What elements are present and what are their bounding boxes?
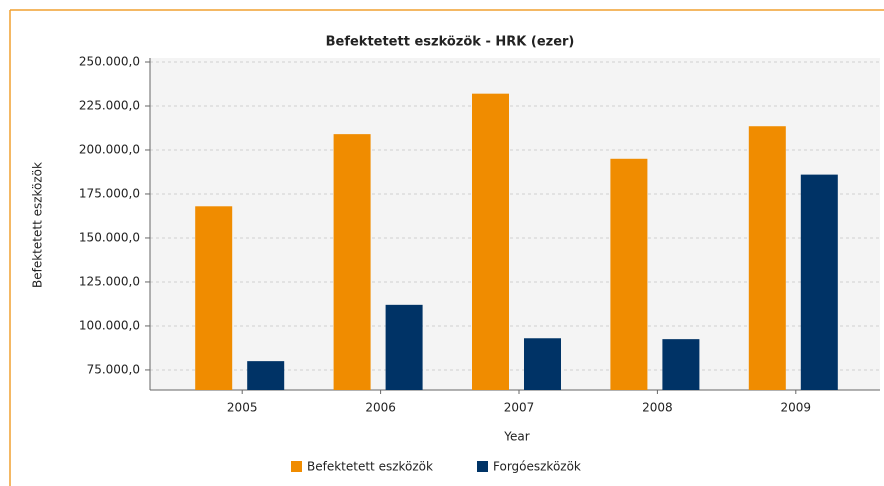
bar: [472, 93, 509, 390]
y-tick-label: 175.000,0: [79, 186, 140, 200]
legend-label: Forgóeszközök: [493, 460, 581, 474]
y-tick-label: 150.000,0: [79, 230, 140, 244]
x-tick-label: 2008: [642, 401, 673, 415]
bar: [333, 134, 371, 390]
legend-swatch: [291, 461, 302, 472]
bar: [524, 338, 561, 390]
y-tick-label: 250.000,0: [79, 55, 140, 69]
x-axis-label: Year: [503, 430, 529, 444]
x-tick-label: 2006: [365, 401, 396, 415]
bar: [247, 361, 285, 390]
y-tick-label: 200.000,0: [79, 142, 140, 156]
chart-title: Befektetett eszközök - HRK (ezer): [326, 35, 575, 50]
bar: [748, 126, 786, 390]
legend-label: Befektetett eszközök: [307, 460, 433, 474]
bar: [385, 304, 423, 390]
x-tick-label: 2009: [781, 401, 812, 415]
y-tick-label: 100.000,0: [79, 318, 140, 332]
y-tick-label: 225.000,0: [79, 98, 140, 112]
x-tick-label: 2007: [504, 401, 535, 415]
bar: [662, 339, 700, 390]
bar: [610, 158, 648, 390]
y-tick-label: 125.000,0: [79, 274, 140, 288]
x-tick-label: 2005: [227, 401, 258, 415]
bar: [800, 174, 838, 390]
y-axis-label: Befektetett eszközök: [31, 162, 45, 288]
y-tick-label: 75.000,0: [87, 362, 140, 376]
bar: [195, 206, 233, 390]
legend-swatch: [477, 461, 488, 472]
